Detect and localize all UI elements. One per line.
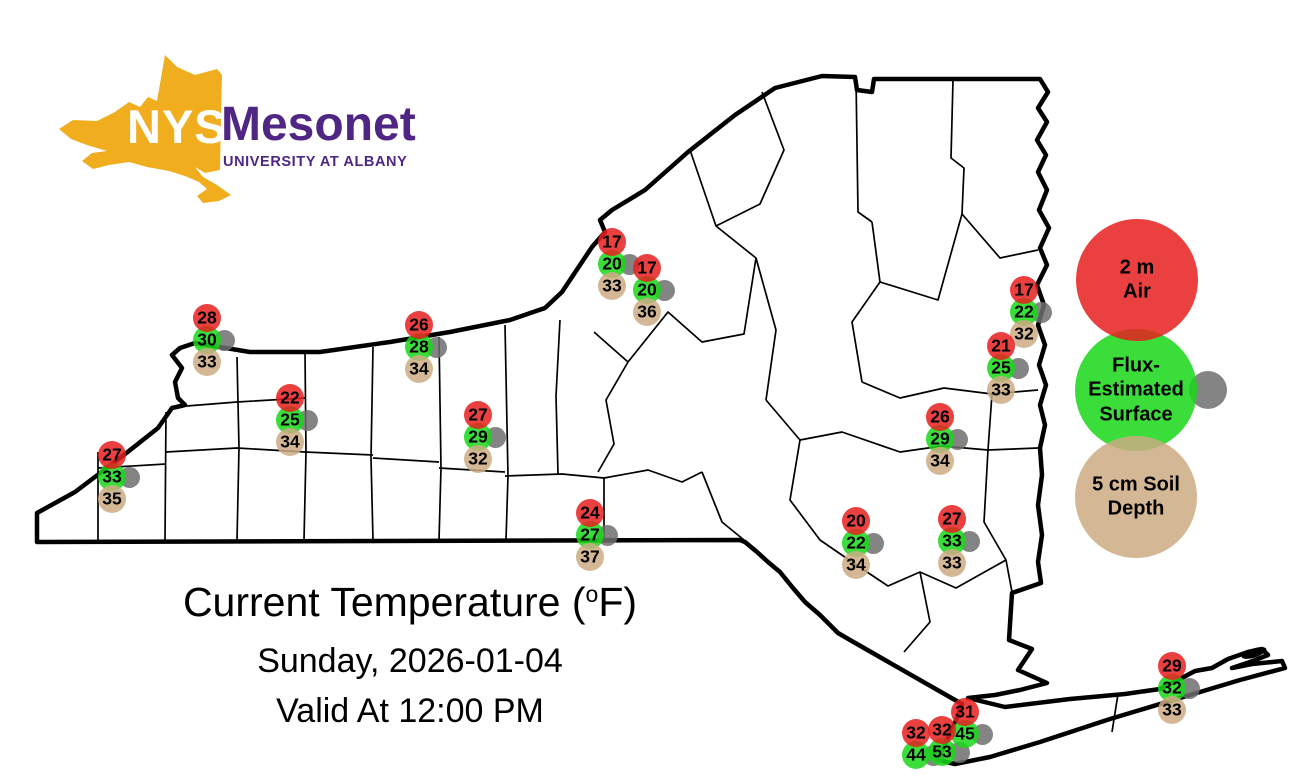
soil-temp-value: 34 — [846, 554, 866, 575]
air-temp-circle — [951, 698, 979, 726]
surface-temp-value: 44 — [906, 744, 926, 765]
air-temp-value: 31 — [955, 701, 975, 722]
long-island-islet — [1241, 647, 1267, 659]
surface-temp-value: 29 — [468, 426, 488, 447]
air-temp-value: 28 — [197, 307, 217, 328]
soil-temp-value: 33 — [197, 351, 217, 372]
surface-temp-value: 32 — [1162, 677, 1182, 698]
air-temp-circle — [842, 507, 870, 535]
air-temp-value: 17 — [602, 231, 622, 252]
soil-temp-value: 32 — [1014, 323, 1034, 344]
soil-temp-circle — [98, 485, 126, 513]
legend-surface-circle — [1075, 329, 1197, 451]
soil-temp-circle — [842, 551, 870, 579]
legend-air-label: 2 m Air — [1119, 256, 1155, 303]
air-temp-circle — [405, 311, 433, 339]
logo-nys-text: NYS — [127, 100, 227, 153]
air-temp-circle — [1158, 652, 1186, 680]
air-temp-circle — [598, 228, 626, 256]
air-temp-value: 26 — [409, 314, 429, 335]
soil-temp-circle — [926, 447, 954, 475]
air-temp-circle — [938, 505, 966, 533]
surface-temp-value: 25 — [280, 409, 300, 430]
legend-soil-circle — [1075, 436, 1197, 558]
air-temp-circle — [464, 401, 492, 429]
soil-temp-value: 37 — [580, 546, 600, 567]
surface-temp-value: 45 — [955, 723, 975, 744]
surface-temp-value: 33 — [102, 466, 122, 487]
map-valid-time: Valid At 12:00 PM — [276, 692, 544, 731]
legend-surface-label: Flux- Estimated Surface — [1088, 354, 1184, 426]
soil-temp-value: 34 — [930, 450, 950, 471]
soil-temp-circle — [598, 272, 626, 300]
soil-temp-value: 36 — [637, 301, 657, 322]
soil-temp-value: 33 — [602, 275, 622, 296]
air-temp-value: 26 — [930, 406, 950, 427]
surface-temp-value: 25 — [991, 357, 1011, 378]
air-temp-value: 32 — [906, 722, 926, 743]
map-date: Sunday, 2026-01-04 — [257, 642, 563, 681]
air-temp-value: 17 — [637, 257, 657, 278]
air-temp-value: 24 — [580, 502, 600, 523]
soil-temp-circle — [464, 445, 492, 473]
surface-temp-value: 53 — [932, 741, 952, 762]
surface-temp-value: 33 — [942, 530, 962, 551]
air-temp-circle — [926, 403, 954, 431]
air-temp-value: 22 — [280, 387, 300, 408]
air-temp-circle — [928, 716, 956, 744]
surface-temp-value: 29 — [930, 428, 950, 449]
air-temp-value: 27 — [468, 404, 488, 425]
air-temp-value: 29 — [1162, 655, 1182, 676]
nys-mesonet-logo: NYS Mesonet UNIVERSITY AT ALBANY — [45, 55, 416, 215]
surface-temp-value: 20 — [637, 279, 657, 300]
soil-temp-circle — [987, 376, 1015, 404]
air-temp-value: 27 — [102, 444, 122, 465]
air-temp-value: 27 — [942, 508, 962, 529]
air-temp-circle — [633, 254, 661, 282]
air-temp-value: 32 — [932, 719, 952, 740]
logo-mesonet-text: Mesonet — [221, 98, 416, 151]
soil-temp-circle — [938, 549, 966, 577]
soil-temp-value: 33 — [991, 379, 1011, 400]
legend-air-circle — [1076, 219, 1198, 341]
surface-temp-value: 28 — [409, 336, 429, 357]
air-temp-circle — [1010, 276, 1038, 304]
soil-temp-circle — [1158, 696, 1186, 724]
surface-temp-value: 22 — [1014, 301, 1034, 322]
soil-temp-circle — [193, 348, 221, 376]
map-titles: Current Temperature (oF) Sunday, 2026-01… — [110, 579, 710, 731]
degree-symbol: o — [585, 581, 599, 607]
air-temp-value: 17 — [1014, 279, 1034, 300]
soil-temp-circle — [576, 543, 604, 571]
legend-soil-label: 5 cm Soil Depth — [1092, 473, 1180, 520]
soil-temp-value: 34 — [280, 431, 300, 452]
map-title: Current Temperature (oF) — [182, 579, 638, 625]
soil-temp-value: 34 — [409, 358, 429, 379]
soil-temp-circle — [276, 428, 304, 456]
surface-temp-value: 30 — [197, 329, 217, 350]
logo-state-shape — [59, 55, 231, 203]
soil-temp-value: 33 — [1162, 699, 1182, 720]
soil-temp-value: 35 — [102, 488, 122, 509]
air-temp-circle — [902, 719, 930, 747]
air-temp-value: 20 — [846, 510, 866, 531]
air-temp-circle — [576, 499, 604, 527]
air-temp-circle — [98, 441, 126, 469]
air-temp-circle — [987, 332, 1015, 360]
air-temp-circle — [276, 384, 304, 412]
state-outline — [34, 73, 1288, 767]
surface-temp-value: 20 — [602, 253, 622, 274]
soil-temp-value: 33 — [942, 552, 962, 573]
air-temp-value: 21 — [991, 335, 1011, 356]
surface-temp-value: 27 — [580, 524, 600, 545]
soil-temp-circle — [405, 355, 433, 383]
air-temp-circle — [193, 304, 221, 332]
soil-temp-circle — [633, 298, 661, 326]
soil-temp-value: 32 — [468, 448, 488, 469]
surface-temp-value: 22 — [846, 532, 866, 553]
logo-tagline: UNIVERSITY AT ALBANY — [223, 154, 408, 170]
